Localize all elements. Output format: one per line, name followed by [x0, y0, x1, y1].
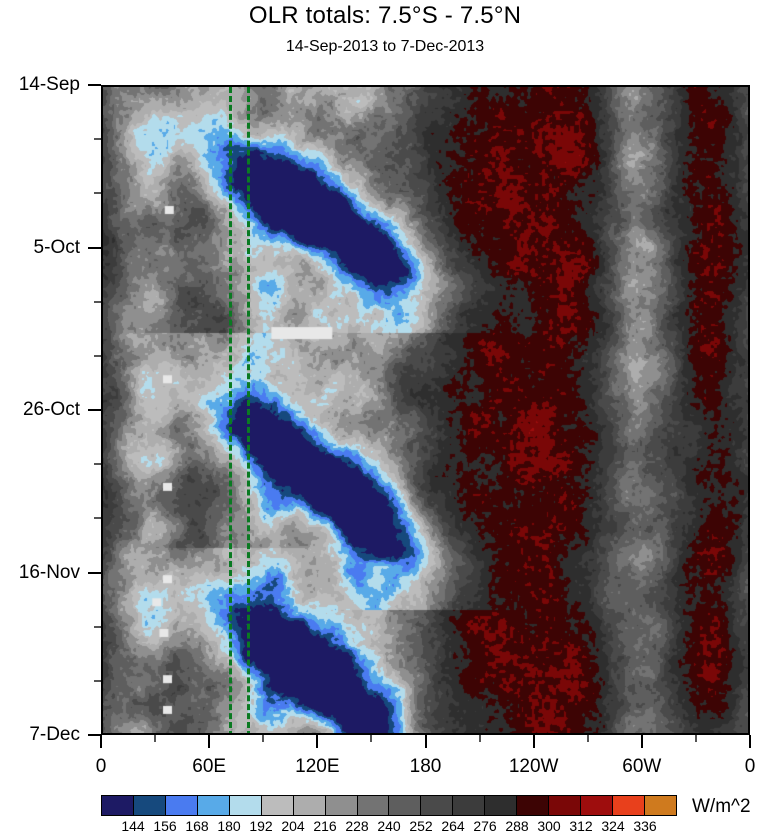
colorbar-tick-label: 240	[377, 818, 401, 834]
y-tick-label: 14-Sep	[18, 74, 80, 95]
y-tick-major	[88, 734, 101, 736]
x-tick-minor	[370, 735, 373, 742]
colorbar-tick-label: 156	[153, 818, 177, 834]
x-tick-major	[749, 735, 751, 748]
colorbar-segment[interactable]	[165, 796, 198, 815]
x-tick-major	[532, 735, 535, 748]
y-tick-major	[88, 409, 101, 411]
x-tick-major	[100, 735, 102, 748]
y-tick-minor	[94, 354, 101, 357]
colorbar-segment[interactable]	[357, 796, 390, 815]
x-tick-minor	[586, 735, 589, 742]
colorbar-segment[interactable]	[485, 796, 518, 815]
colorbar-tick-label: 264	[441, 818, 465, 834]
y-tick-minor	[94, 679, 101, 682]
y-tick-label: 26-Oct	[22, 399, 80, 420]
x-tick-label: 60W	[622, 756, 662, 777]
x-tick-label: 60E	[192, 756, 227, 777]
colorbar-segment[interactable]	[102, 796, 134, 815]
y-tick-minor	[94, 463, 101, 466]
y-tick-major	[88, 84, 101, 86]
x-tick-major	[640, 735, 643, 748]
x-tick-major	[316, 735, 319, 748]
colorbar-tick-label: 216	[313, 818, 337, 834]
x-tick-major	[208, 735, 211, 748]
colorbar-segment[interactable]	[133, 796, 166, 815]
colorbar-segment[interactable]	[644, 796, 676, 815]
y-tick-major	[88, 571, 101, 574]
plot-area	[101, 85, 750, 735]
hovmoller-heatmap	[103, 87, 748, 733]
y-tick-minor	[94, 192, 101, 195]
y-tick-minor	[94, 625, 101, 628]
x-tick-label: 0	[95, 756, 107, 777]
colorbar-segment[interactable]	[229, 796, 262, 815]
colorbar-tick-label: 324	[601, 818, 625, 834]
y-tick-label: 5-Oct	[33, 236, 80, 258]
page-title: OLR totals: 7.5°S - 7.5°N	[248, 2, 522, 29]
colorbar-segment[interactable]	[389, 796, 422, 815]
y-tick-label: 16-Nov	[18, 561, 80, 583]
y-tick-minor	[94, 517, 101, 520]
page-subtitle: 14-Sep-2013 to 7-Dec-2013	[285, 38, 485, 55]
x-tick-major	[424, 735, 427, 748]
x-tick-label: 120W	[508, 756, 559, 777]
colorbar-segment[interactable]	[197, 796, 230, 815]
colorbar-segment[interactable]	[421, 796, 454, 815]
colorbar-tick-label: 276	[473, 818, 497, 834]
colorbar-tick-label: 228	[345, 818, 369, 834]
x-tick-label: 120E	[295, 756, 340, 777]
colorbar-segment[interactable]	[517, 796, 550, 815]
colorbar-segment[interactable]	[325, 796, 358, 815]
colorbar-segment[interactable]	[581, 796, 613, 815]
x-tick-label: 0	[744, 756, 756, 777]
colorbar-tick-label: 336	[633, 818, 657, 834]
colorbar-tick-label: 204	[281, 818, 305, 834]
colorbar-segment[interactable]	[613, 796, 645, 815]
x-tick-label: 180	[409, 756, 442, 777]
y-tick-major	[88, 246, 101, 249]
colorbar-tick-label: 180	[217, 818, 241, 834]
x-tick-minor	[478, 735, 481, 742]
y-tick-minor	[94, 300, 101, 303]
y-tick-minor	[94, 138, 101, 141]
colorbar-tick-label: 288	[505, 818, 529, 834]
x-tick-minor	[262, 735, 265, 742]
colorbar-segment[interactable]	[261, 796, 294, 815]
y-tick-label: 7-Dec	[29, 724, 80, 745]
colorbar-tick-label: 144	[121, 818, 145, 834]
colorbar-tick-label: 312	[569, 818, 593, 834]
colorbar-segment[interactable]	[453, 796, 486, 815]
x-tick-minor	[154, 735, 157, 742]
colorbar-segment[interactable]	[549, 796, 582, 815]
colorbar-segment[interactable]	[293, 796, 326, 815]
colorbar-tick-label: 168	[185, 818, 209, 834]
colorbar-units-label: W/m^2	[692, 796, 751, 817]
x-tick-minor	[694, 735, 697, 742]
colorbar-tick-label: 192	[249, 818, 273, 834]
colorbar[interactable]	[101, 795, 677, 816]
colorbar-tick-label: 300	[537, 818, 561, 834]
colorbar-tick-label: 252	[409, 818, 433, 834]
